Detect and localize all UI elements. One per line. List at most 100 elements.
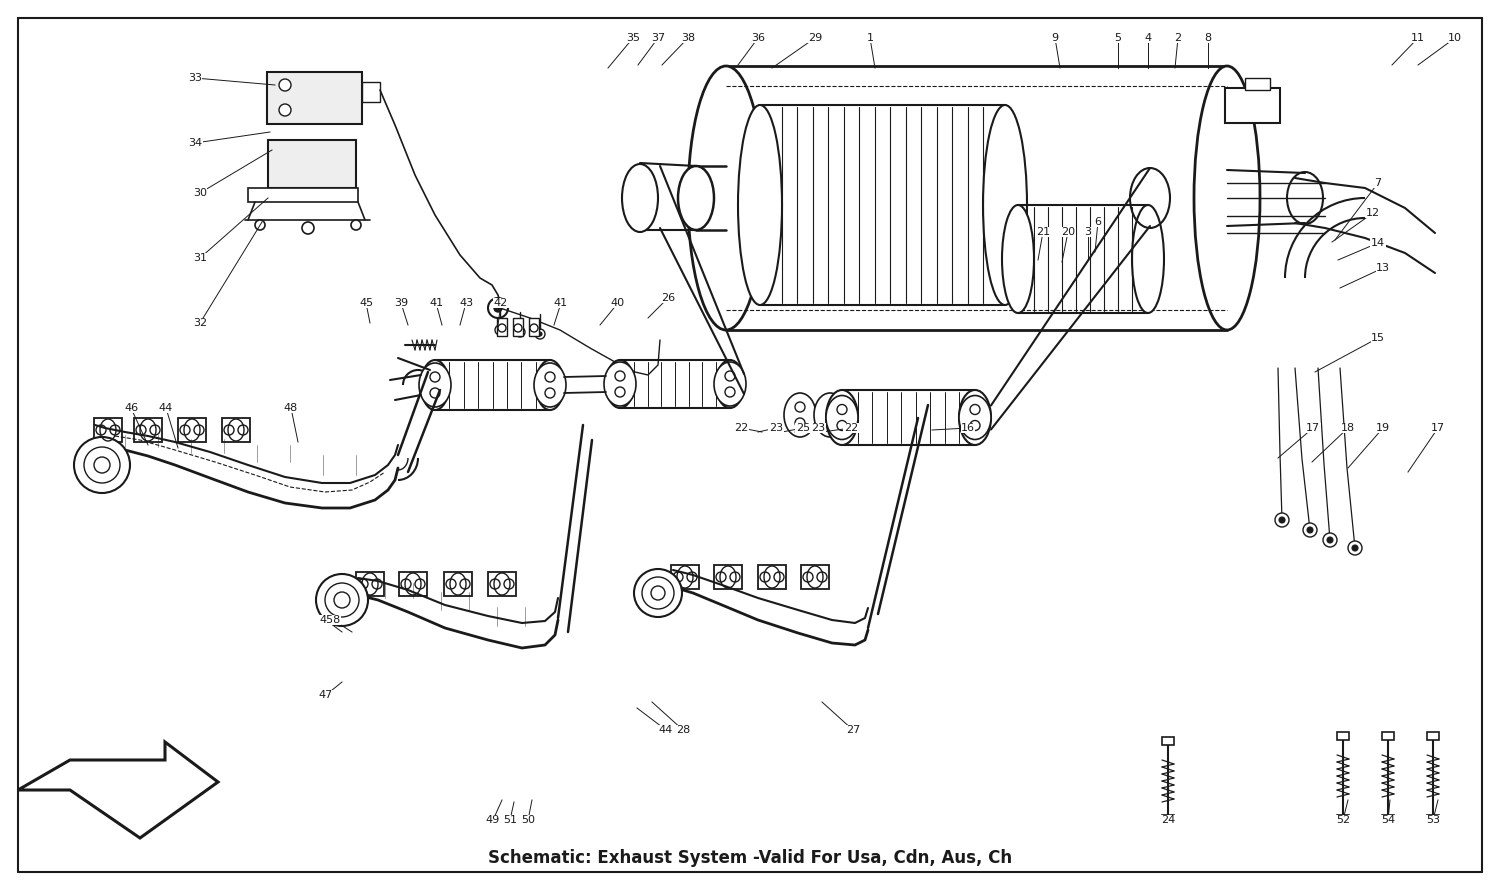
Text: 4: 4	[1144, 33, 1152, 43]
Bar	[488, 572, 516, 596]
Ellipse shape	[622, 164, 658, 232]
Bar	[670, 565, 699, 589]
Text: 22: 22	[734, 423, 748, 433]
Ellipse shape	[536, 360, 564, 410]
Circle shape	[514, 324, 522, 332]
Bar	[1426, 815, 1438, 823]
Ellipse shape	[738, 105, 782, 305]
Bar	[356, 572, 384, 596]
Text: 53: 53	[1426, 815, 1440, 825]
Text: 29: 29	[808, 33, 822, 43]
Text: 50: 50	[520, 815, 536, 825]
Text: 23: 23	[770, 423, 783, 433]
Bar	[496, 318, 507, 336]
Text: 19: 19	[1376, 423, 1390, 433]
Text: 45: 45	[358, 298, 374, 308]
Circle shape	[351, 220, 361, 230]
Bar	[1336, 732, 1348, 740]
Circle shape	[498, 324, 506, 332]
Text: 46: 46	[124, 403, 138, 413]
Ellipse shape	[1194, 66, 1260, 330]
Circle shape	[518, 330, 522, 334]
Circle shape	[1280, 517, 1286, 523]
Text: 12: 12	[1366, 208, 1380, 218]
Text: 38: 38	[681, 33, 694, 43]
Circle shape	[536, 329, 544, 339]
Ellipse shape	[716, 360, 744, 408]
Ellipse shape	[316, 574, 368, 626]
Bar	[222, 418, 251, 442]
Text: 49: 49	[486, 815, 500, 825]
Text: 13: 13	[1376, 263, 1390, 273]
Text: 37: 37	[651, 33, 664, 43]
Text: 44: 44	[658, 725, 674, 735]
Text: 41: 41	[554, 298, 568, 308]
Circle shape	[279, 79, 291, 91]
Text: 36: 36	[752, 33, 765, 43]
Circle shape	[1328, 537, 1334, 543]
Bar	[1162, 815, 1174, 823]
Bar	[513, 318, 523, 336]
Circle shape	[514, 327, 525, 337]
Ellipse shape	[1002, 205, 1034, 313]
Text: 51: 51	[503, 815, 518, 825]
Text: 52: 52	[1336, 815, 1350, 825]
Ellipse shape	[827, 390, 858, 445]
Text: 21: 21	[1036, 227, 1050, 237]
Text: 31: 31	[194, 253, 207, 263]
Circle shape	[498, 328, 502, 332]
Text: 24: 24	[1161, 815, 1174, 825]
Circle shape	[495, 325, 506, 335]
Text: 14: 14	[1371, 238, 1384, 248]
Bar	[362, 82, 380, 102]
Ellipse shape	[678, 166, 714, 230]
Ellipse shape	[419, 363, 452, 407]
Circle shape	[302, 222, 313, 234]
Ellipse shape	[714, 362, 746, 406]
Bar	[267, 72, 362, 124]
Text: 33: 33	[188, 73, 202, 83]
Ellipse shape	[74, 437, 130, 493]
Circle shape	[1306, 527, 1312, 533]
Bar	[801, 565, 830, 589]
Text: 8: 8	[1204, 33, 1212, 43]
Circle shape	[530, 324, 538, 332]
Text: 23: 23	[812, 423, 825, 433]
Text: 45: 45	[320, 615, 333, 625]
Bar	[1245, 78, 1270, 90]
Ellipse shape	[1132, 205, 1164, 313]
Bar	[1336, 815, 1348, 823]
Text: 25: 25	[796, 423, 810, 433]
Ellipse shape	[958, 396, 992, 439]
Polygon shape	[18, 742, 217, 838]
Text: 15: 15	[1371, 333, 1384, 343]
Bar	[94, 418, 122, 442]
Text: 22: 22	[844, 423, 858, 433]
Text: 47: 47	[320, 690, 333, 700]
Text: 43: 43	[459, 298, 472, 308]
Text: 1: 1	[867, 33, 873, 43]
Bar	[1426, 732, 1438, 740]
Text: Schematic: Exhaust System -Valid For Usa, Cdn, Aus, Ch: Schematic: Exhaust System -Valid For Usa…	[488, 849, 1012, 867]
Text: 17: 17	[1306, 423, 1320, 433]
Circle shape	[494, 304, 502, 312]
Text: 26: 26	[662, 293, 675, 303]
Text: 2: 2	[1174, 33, 1182, 43]
Circle shape	[1275, 513, 1288, 527]
Circle shape	[1352, 545, 1358, 551]
Text: 34: 34	[188, 138, 202, 148]
Text: 40: 40	[610, 298, 626, 308]
Bar	[758, 565, 786, 589]
Text: 20: 20	[1060, 227, 1076, 237]
Bar	[1382, 732, 1394, 740]
Text: 41: 41	[429, 298, 442, 308]
Text: 3: 3	[1084, 227, 1092, 237]
Bar	[444, 572, 472, 596]
Text: 18: 18	[1341, 423, 1354, 433]
Bar	[530, 318, 538, 336]
Text: 44: 44	[159, 403, 172, 413]
Text: 11: 11	[1412, 33, 1425, 43]
Ellipse shape	[982, 105, 1028, 305]
Bar	[134, 418, 162, 442]
Bar	[178, 418, 206, 442]
